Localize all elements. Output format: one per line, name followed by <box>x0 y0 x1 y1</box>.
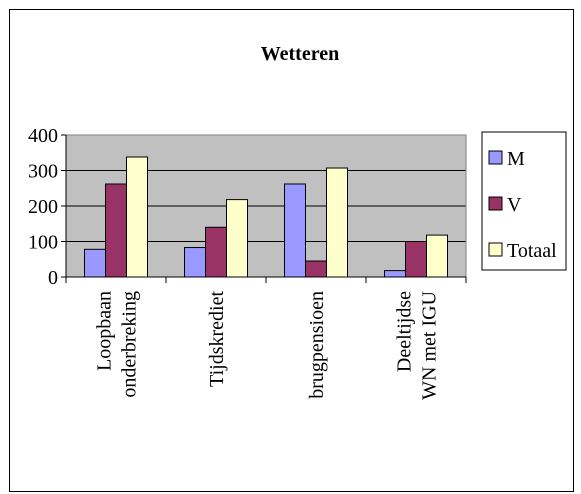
plot-area: 0 100 200 300 400 Loopbaan onderbreking Tijdskr… <box>28 125 467 400</box>
bar-totaal-2 <box>326 167 348 278</box>
legend: M V Totaal <box>481 131 567 271</box>
x-tick-label: Tijdskrediet <box>206 291 228 387</box>
chart-title: Wetteren <box>261 43 340 65</box>
bar-v-3 <box>405 241 427 278</box>
x-tick-label-line: Deeltijdse <box>394 291 416 372</box>
bar-m-2 <box>284 183 306 278</box>
bar-v-2 <box>305 260 327 278</box>
bar-totaal-3 <box>426 234 448 278</box>
legend-swatch-totaal <box>488 242 503 257</box>
legend-swatch-m <box>488 150 503 165</box>
y-tick-label: 0 <box>48 267 58 289</box>
x-tick-label-line: brugpensioen <box>306 291 328 399</box>
bar-totaal-0 <box>126 156 148 278</box>
bar-totaal-1 <box>226 199 248 278</box>
legend-label-m: M <box>507 148 525 170</box>
bar-m-0 <box>84 248 106 278</box>
legend-swatch-v <box>488 196 503 211</box>
y-tick-label: 200 <box>28 196 58 218</box>
x-tick-label: Loopbaan onderbreking <box>94 291 141 398</box>
legend-label-v: V <box>507 194 522 216</box>
y-tick-label: 100 <box>28 232 58 254</box>
bar-v-1 <box>205 226 227 278</box>
x-tick-label-line: Tijdskrediet <box>206 291 228 387</box>
bar-m-3 <box>384 270 406 278</box>
x-tick-label-line: WN met IGU <box>419 290 441 399</box>
bar-m-1 <box>184 247 206 278</box>
x-tick-label-line: Loopbaan <box>94 291 116 371</box>
legend-label-totaal: Totaal <box>507 240 557 262</box>
y-tick-label: 400 <box>28 125 58 147</box>
x-tick-label: Deeltijdse WN met IGU <box>394 290 441 399</box>
x-tick-label: brugpensioen <box>306 291 328 399</box>
bar-v-0 <box>105 183 127 278</box>
y-tick-label: 300 <box>28 161 58 183</box>
x-tick-label-line: onderbreking <box>119 291 141 398</box>
